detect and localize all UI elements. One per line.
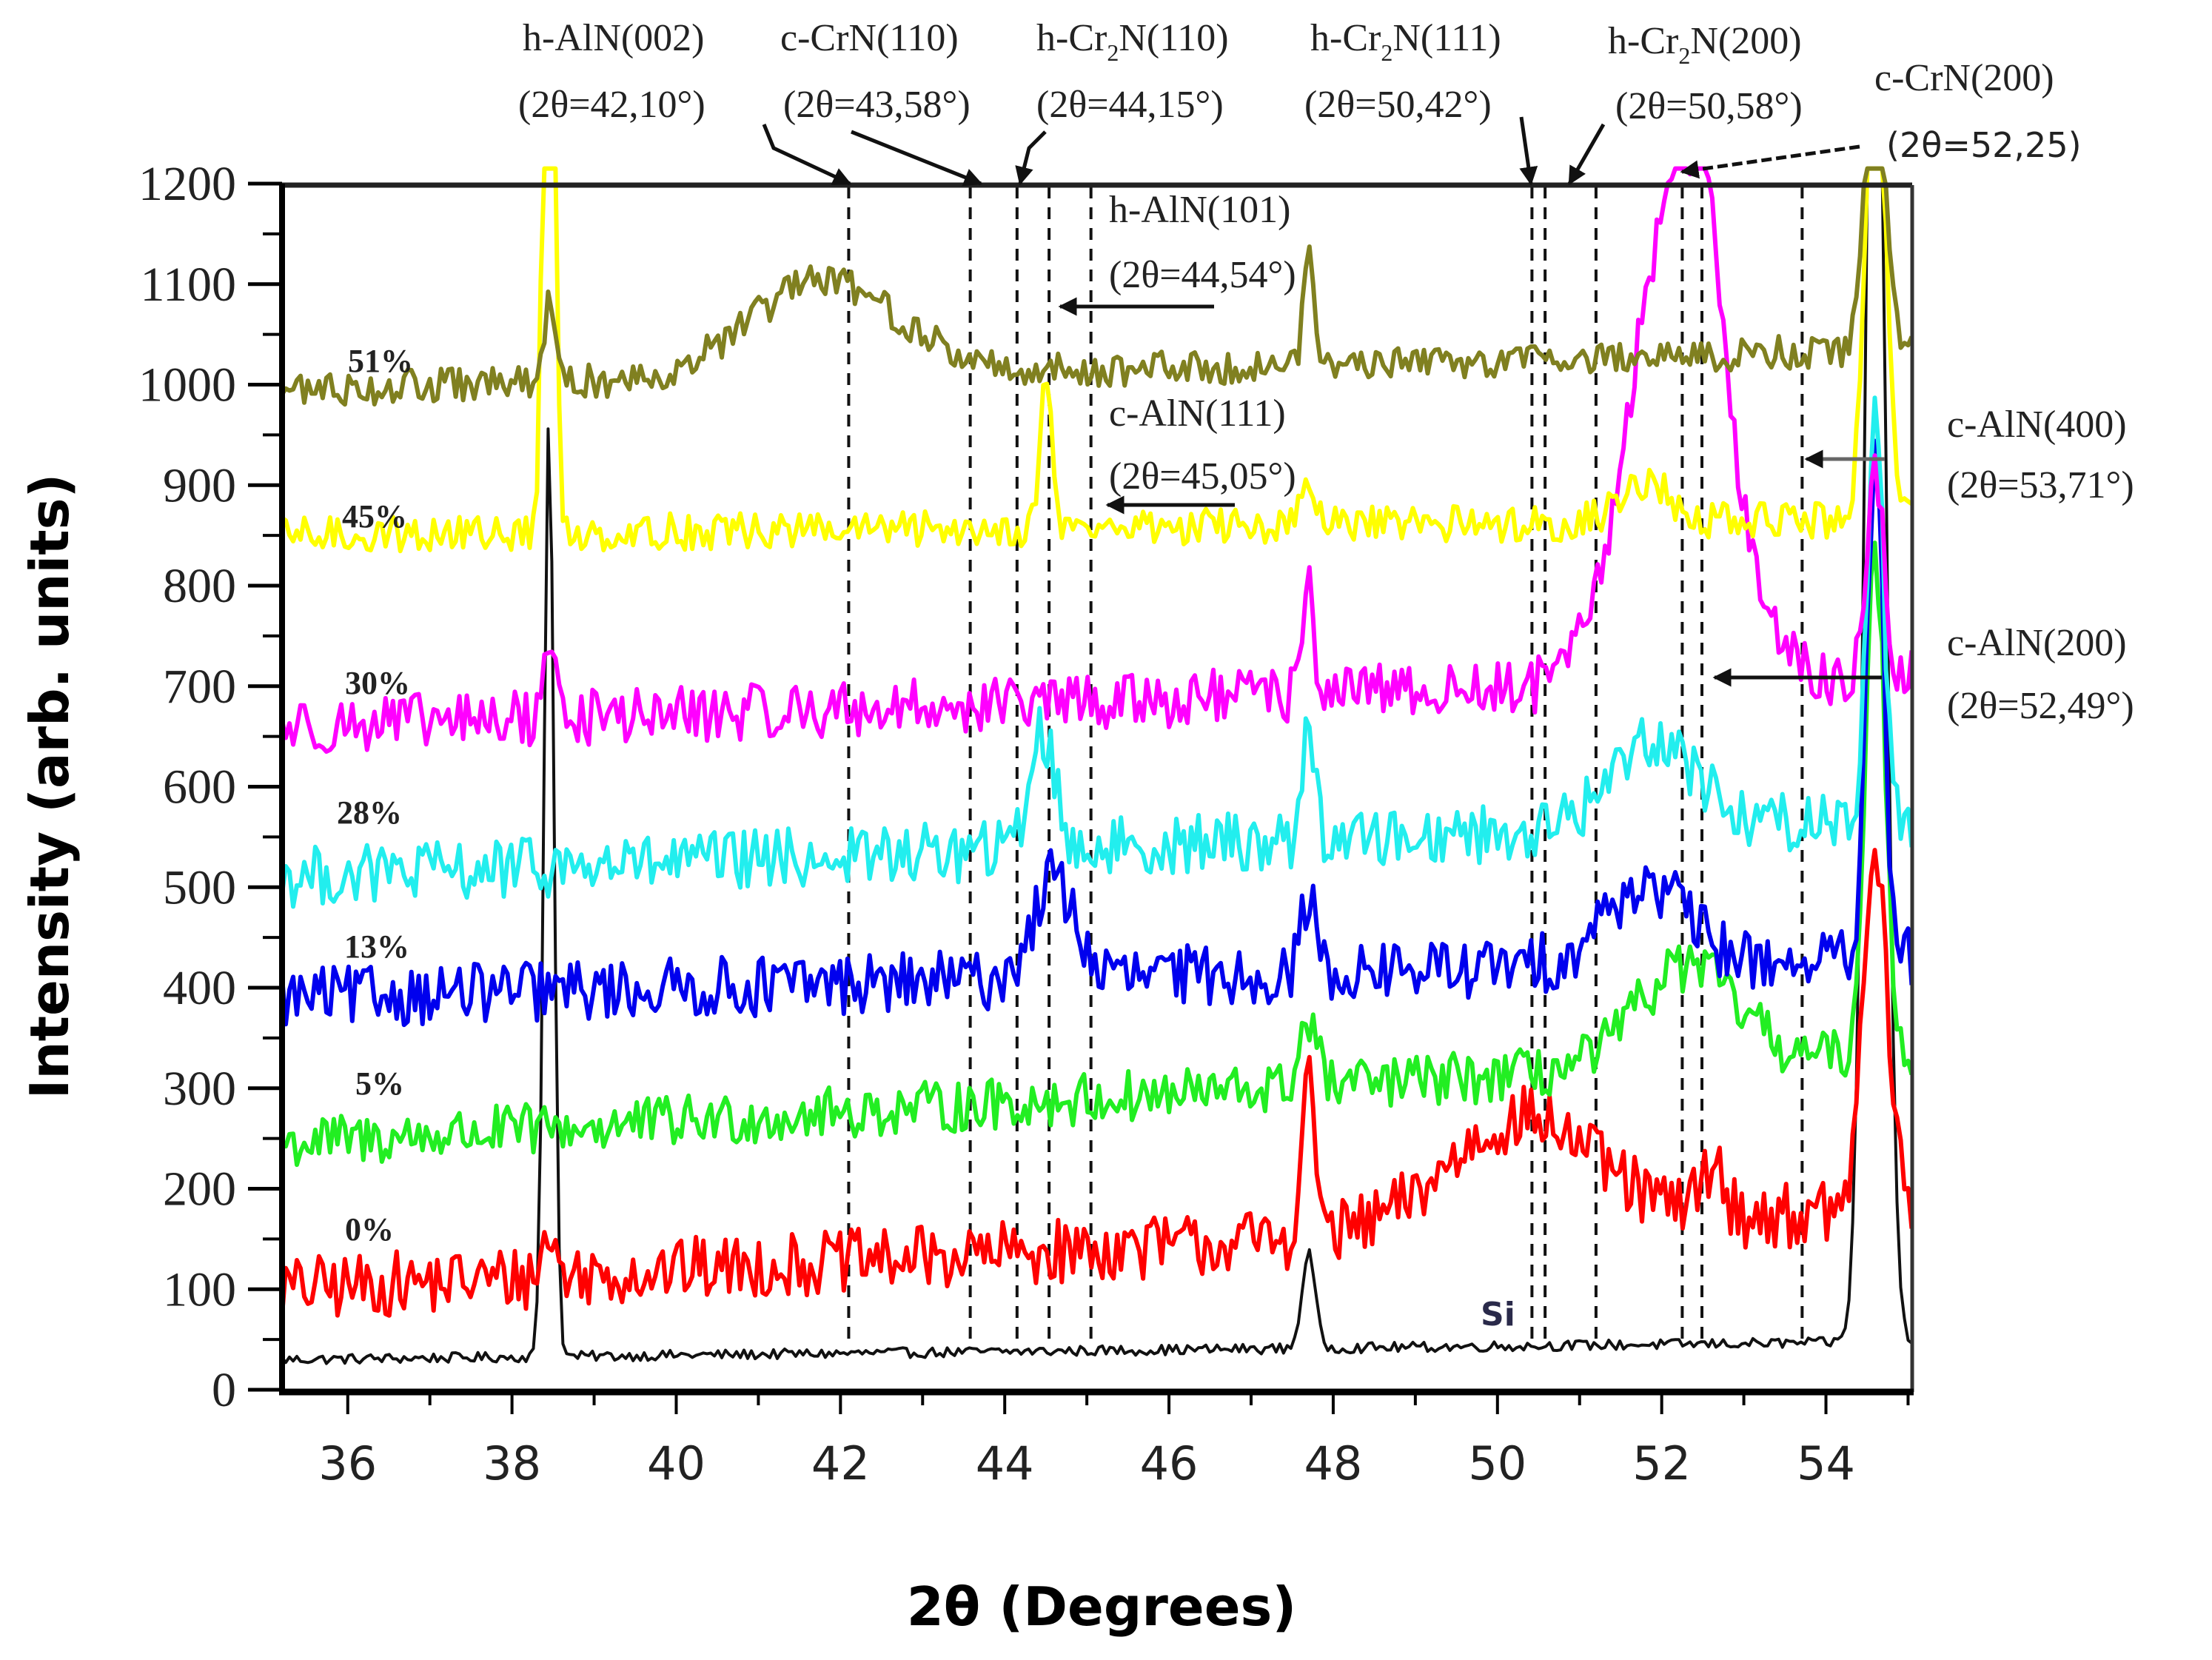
x-tick-label: 52 [1632, 1436, 1691, 1490]
data-curves [280, 166, 1914, 1365]
series-curve-13pct [280, 438, 1914, 1028]
annotation-h-cr2n111-angle: (2θ=50,42°) [1304, 84, 1492, 126]
series-label-45: 45% [342, 498, 407, 535]
annotation-h-aln002-angle: (2θ=42,10°) [518, 84, 706, 126]
y-tick-label: 200 [163, 1162, 236, 1216]
annotation-c-aln400: c-AlN(400) [1947, 404, 2127, 446]
x-tick-label: 50 [1468, 1436, 1526, 1490]
annotation-c-aln400-angle: (2θ=53,71°) [1947, 464, 2134, 506]
annotation-h-aln101: h-AlN(101) [1109, 189, 1291, 231]
y-tick-label: 800 [163, 559, 236, 613]
y-tick-label: 300 [163, 1062, 236, 1116]
series-curve-51pct [280, 166, 1914, 407]
annotation-c-aln111-angle: (2θ=45,05°) [1109, 455, 1296, 498]
x-axis-ticks: 36 38 40 42 44 46 48 50 52 54 [318, 1392, 1910, 1490]
series-curve-28pct [280, 395, 1914, 909]
x-tick-label: 36 [318, 1436, 377, 1490]
series-label-0: 0% [345, 1211, 394, 1248]
series-curve-0pct [280, 848, 1914, 1318]
series-label-13: 13% [344, 928, 409, 965]
series-curve-45pct [281, 166, 1914, 554]
series-label-5: 5% [355, 1065, 404, 1102]
y-tick-label: 1200 [138, 157, 236, 211]
y-axis-title: Intensity (arb. units) [19, 474, 81, 1100]
x-tick-label: 42 [811, 1436, 870, 1490]
y-tick-label: 1100 [140, 258, 236, 312]
x-tick-label: 40 [647, 1436, 706, 1490]
y-tick-label: 900 [163, 458, 236, 512]
series-curve-Si [281, 167, 1913, 1365]
annotation-c-crn110-angle: (2θ=43,58°) [783, 84, 971, 126]
annotation-c-aln111: c-AlN(111) [1109, 392, 1286, 435]
annotation-h-cr2n110: h-Cr2N(110) [1036, 17, 1229, 66]
annotation-h-cr2n110-angle: (2θ=44,15°) [1036, 84, 1224, 126]
x-tick-label: 38 [483, 1436, 541, 1490]
annotation-c-aln200-angle: (2θ=52,49°) [1947, 685, 2134, 727]
annotation-arrows [762, 116, 1885, 687]
annotation-h-aln101-angle: (2θ=44,54°) [1109, 254, 1296, 296]
y-tick-label: 1000 [138, 358, 236, 412]
y-tick-label: 100 [163, 1262, 236, 1316]
y-tick-label: 700 [163, 660, 236, 714]
annotation-c-crn110: c-CrN(110) [780, 17, 959, 59]
x-tick-label: 48 [1304, 1436, 1362, 1490]
annotation-c-crn200-angle: (2θ=52,25) [1886, 125, 2082, 165]
annotation-h-cr2n200-angle: (2θ=50,58°) [1615, 85, 1803, 127]
y-tick-label: 600 [163, 760, 236, 814]
series-label-30: 30% [345, 665, 410, 701]
series-labels: 51% 45% 30% 28% 13% 5% 0% Si [337, 343, 1515, 1333]
series-label-si: Si [1481, 1296, 1515, 1333]
series-curve-5pct [281, 540, 1914, 1168]
y-tick-label: 500 [163, 860, 236, 914]
series-label-28: 28% [337, 794, 402, 831]
series-label-51: 51% [348, 343, 413, 379]
annotation-c-crn200: c-CrN(200) [1874, 57, 2054, 99]
y-tick-label: 400 [163, 961, 236, 1015]
annotation-h-cr2n111: h-Cr2N(111) [1310, 17, 1501, 66]
x-tick-label: 44 [976, 1436, 1034, 1490]
peak-annotations: h-AlN(002) (2θ=42,10°) c-CrN(110) (2θ=43… [518, 17, 2134, 727]
annotation-c-aln200: c-AlN(200) [1947, 622, 2127, 664]
annotation-h-aln002: h-AlN(002) [523, 17, 705, 59]
series-curve-30pct [280, 166, 1914, 754]
x-tick-label: 46 [1140, 1436, 1199, 1490]
x-tick-label: 54 [1797, 1436, 1855, 1490]
annotation-h-cr2n200: h-Cr2N(200) [1608, 20, 1802, 69]
y-axis-ticks: 0 100 200 300 400 500 600 700 800 900 1000 1100 1200 [138, 157, 282, 1417]
x-axis-title: 2θ (Degrees) [907, 1576, 1297, 1638]
y-tick-label: 0 [212, 1363, 236, 1417]
